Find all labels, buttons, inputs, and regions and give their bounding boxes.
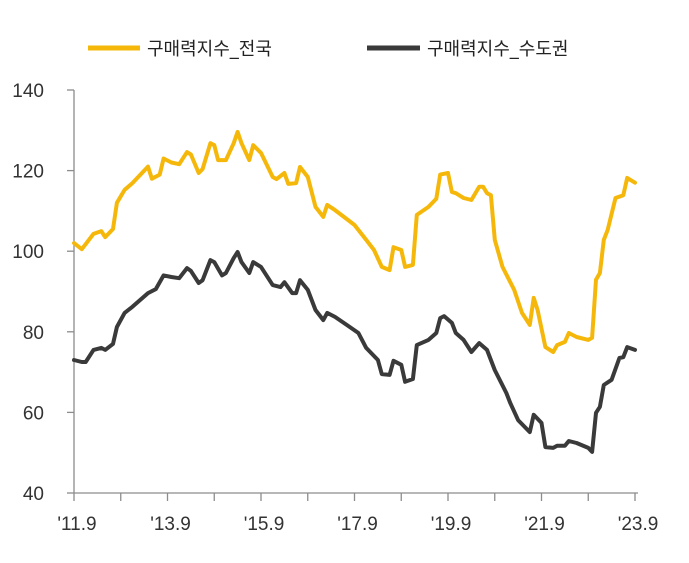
x-tick-label: '17.9 (337, 514, 378, 535)
x-tick-label: '21.9 (524, 514, 565, 535)
x-tick-label: '11.9 (57, 514, 96, 535)
series-group (72, 129, 637, 454)
axes: 40 60 80 100 120 140 '11.9 '13.9 '15.9 '17.9 '19.9… (12, 81, 658, 535)
series-line-national (72, 129, 637, 354)
y-tick-label: 60 (23, 403, 44, 424)
legend: 구매력지수_전국 구매력지수_수도권 (88, 39, 568, 60)
y-tick-label: 80 (23, 323, 44, 344)
legend-label-capital: 구매력지수_수도권 (427, 39, 568, 60)
y-tick-label: 120 (12, 162, 44, 183)
legend-label-national: 구매력지수_전국 (147, 39, 272, 60)
x-tick-label: '23.9 (618, 514, 659, 535)
y-tick-label: 40 (23, 484, 44, 505)
x-tick-label: '19.9 (431, 514, 472, 535)
y-tick-label: 140 (12, 81, 44, 102)
x-tick-label: '15.9 (244, 514, 285, 535)
y-tick-label: 100 (12, 242, 44, 263)
series-line-capital (72, 250, 637, 454)
x-tick-label: '13.9 (150, 514, 191, 535)
